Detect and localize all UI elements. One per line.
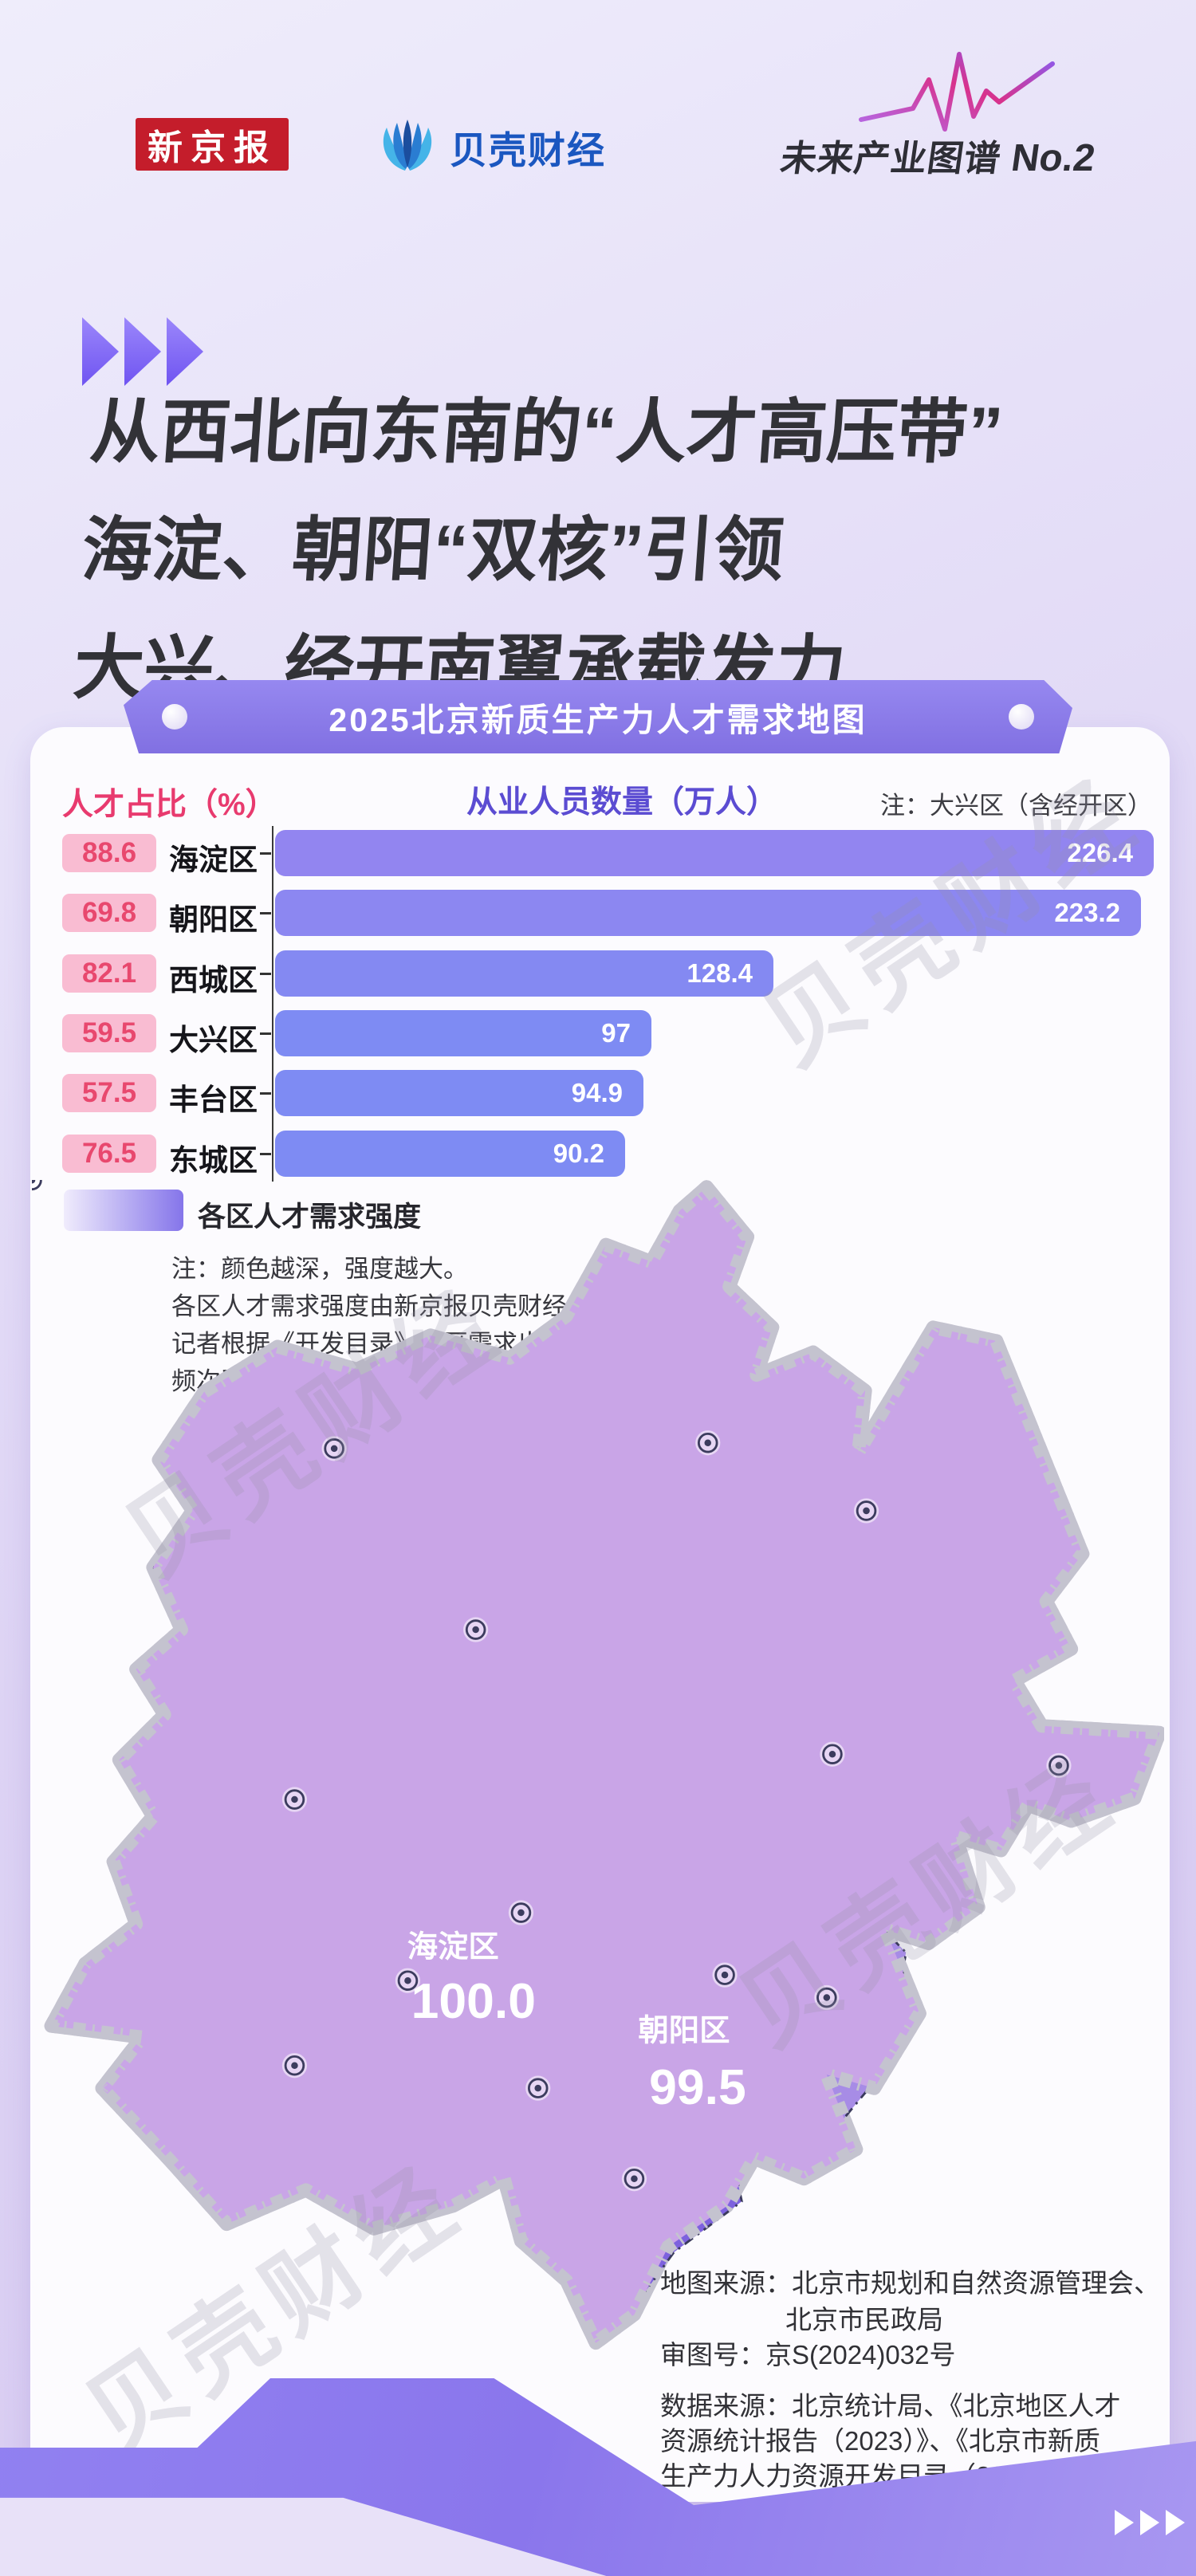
bar: 223.2 — [275, 890, 1141, 937]
axis-tick — [260, 1152, 271, 1155]
shell-icon — [383, 120, 432, 171]
bar: 90.2 — [275, 1130, 625, 1177]
percent-badge: 69.8 — [62, 894, 156, 933]
map-note-line: 各区人才需求强度由新京报贝壳财经 — [171, 1292, 567, 1320]
chart-note: 注：大兴区（含经开区） — [880, 792, 1152, 820]
haidian-label: 海淀区 — [407, 1929, 499, 1964]
percent-badge: 82.1 — [62, 954, 156, 993]
section-banner: 2025北京新质生产力人才需求地图 — [124, 680, 1072, 753]
intensity-legend-label: 各区人才需求强度 — [198, 1201, 422, 1233]
axis-tick — [260, 912, 271, 915]
percent-badge: 88.6 — [62, 834, 156, 872]
bar: 128.4 — [275, 950, 773, 997]
banner-title: 2025北京新质生产力人才需求地图 — [329, 702, 867, 738]
series-logo: 未来产业图谱 No.2 — [765, 46, 1132, 182]
data-source-line: 资源统计报告（2023）》、《北京市新质 — [660, 2426, 1100, 2456]
axis-tick — [260, 972, 271, 975]
map-note-line: 注：颜色越深，强度越大。 — [171, 1255, 468, 1283]
intensity-legend-swatch — [64, 1190, 183, 1231]
axis-tick — [260, 1032, 271, 1035]
bar-value: 90.2 — [553, 1138, 604, 1168]
chaoyang-value: 99.5 — [649, 2059, 746, 2115]
title-line-2: 海淀、朝阳“双核”引领 — [79, 510, 787, 589]
bar: 94.9 — [275, 1070, 643, 1117]
bar-axis — [272, 826, 273, 1182]
map-source-line1: 地图来源：北京市规划和自然资源管理会、 — [660, 2268, 1160, 2298]
district-label: 海淀区 — [169, 844, 258, 876]
shell-finance-wordmark: 贝壳财经 — [450, 128, 606, 171]
haidian-value: 100.0 — [411, 1973, 536, 2029]
map-approval-no: 审图号：京S(2024)032号 — [660, 2340, 956, 2370]
district-seat-markers — [32, 1180, 45, 1193]
triple-chevron-icon — [82, 317, 203, 386]
district-label: 朝阳区 — [169, 903, 258, 937]
bar-value: 94.9 — [571, 1078, 623, 1108]
talent-share-header: 人才占比（%） — [62, 788, 277, 822]
bar-value: 128.4 — [687, 958, 753, 988]
page-title: 从西北向东南的“人才高压带” 海淀、朝阳“双核”引领 大兴、经开南翼承载发力 — [69, 373, 1178, 727]
map-source-line2: 北京市民政局 — [785, 2305, 943, 2334]
banner-dot-right — [1009, 704, 1034, 730]
district-label: 大兴区 — [169, 1023, 258, 1056]
bar: 226.4 — [275, 830, 1154, 876]
xinjingbao-logo: 新京报 — [136, 118, 289, 171]
beijing-choropleth-map: 海淀区 100.0 朝阳区 99.5 — [32, 1180, 1164, 2392]
pulse-line-icon — [859, 52, 1055, 132]
axis-tick — [260, 1092, 271, 1095]
percent-badge: 76.5 — [62, 1134, 156, 1173]
employment-header: 从业人员数量（万人） — [466, 785, 777, 820]
axis-tick — [260, 852, 271, 855]
bar-value: 223.2 — [1054, 898, 1120, 928]
district-label: 丰台区 — [169, 1083, 258, 1117]
percent-badge: 57.5 — [62, 1074, 156, 1113]
district-label: 西城区 — [169, 963, 258, 997]
bar-value: 97 — [601, 1017, 631, 1048]
percent-badge: 59.5 — [62, 1013, 156, 1052]
bar-value: 226.4 — [1067, 838, 1133, 867]
chaoyang-label: 朝阳区 — [638, 2014, 730, 2048]
banner-dot-left — [162, 704, 187, 730]
bar: 97 — [275, 1009, 651, 1056]
footer-triple-chevron-icon — [1115, 2510, 1185, 2535]
data-source-line: 数据来源：北京统计局、《北京地区人才 — [660, 2391, 1121, 2421]
title-line-1: 从西北向东南的“人才高压带” — [87, 392, 1005, 471]
district-label: 东城区 — [169, 1143, 258, 1177]
series-title: 未来产业图谱 No.2 — [777, 137, 1098, 179]
shell-finance-logo: 贝壳财经 — [376, 118, 606, 175]
